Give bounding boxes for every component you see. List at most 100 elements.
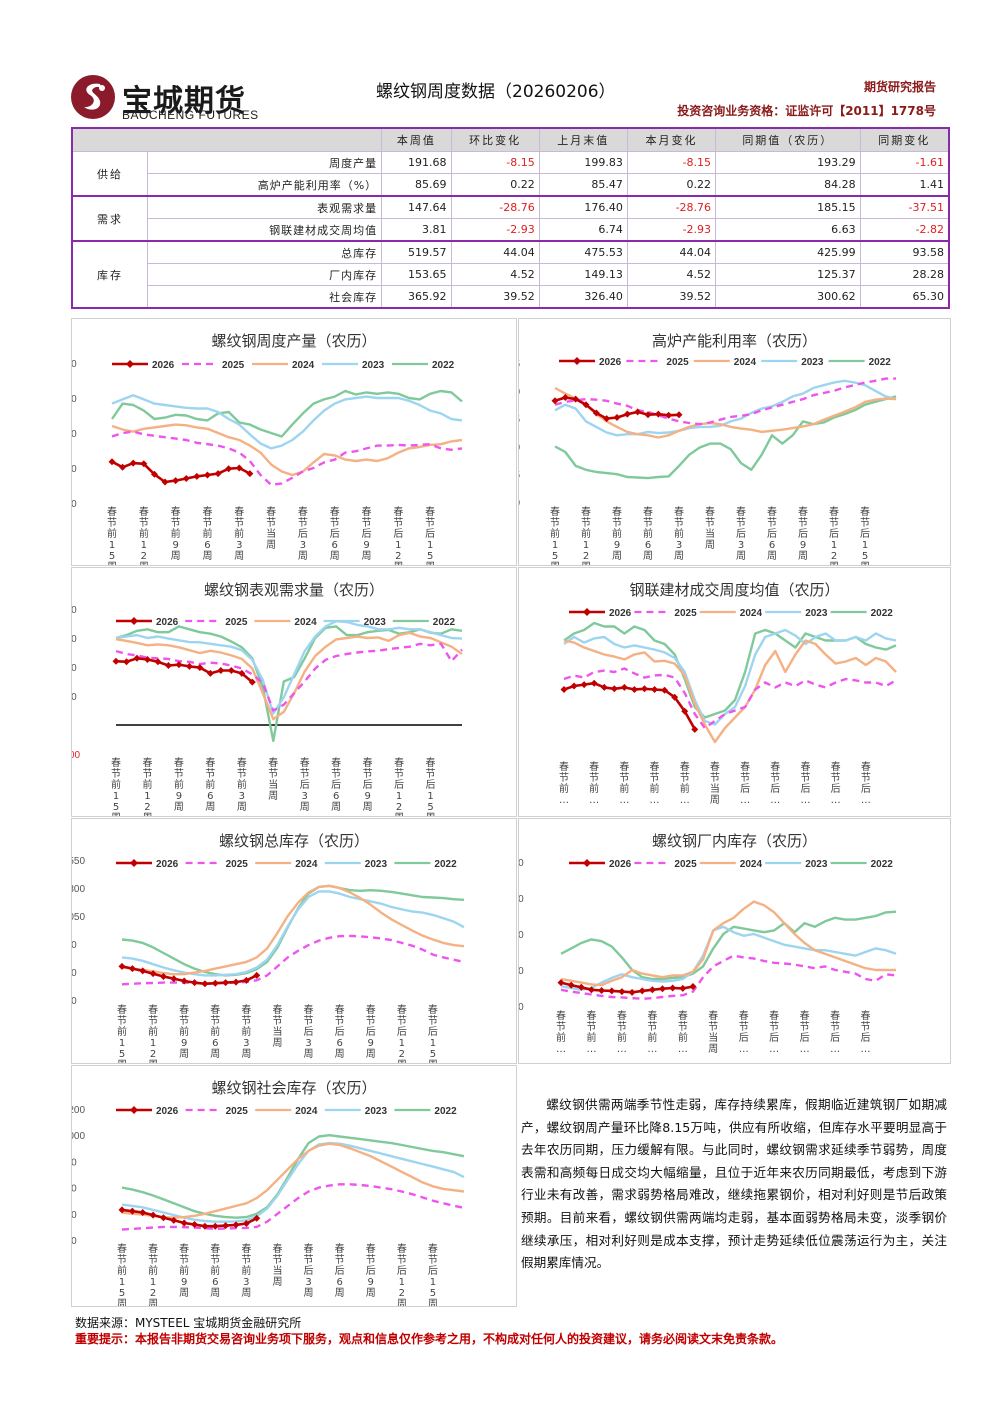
chart-title: 螺纹钢社会库存（农历） [211, 1079, 376, 1097]
y-tick-label: 95 [519, 359, 521, 370]
data-point-2026 [600, 683, 608, 691]
data-point-2026 [691, 725, 699, 733]
chart-trade-volume: 钢联建材成交周度均值（农历） 2026 2025 2024 2023 2022 20 15 10… [519, 581, 897, 806]
x-tick-text: 春节前 9 周 [171, 506, 181, 562]
legend-item: 2025 [185, 617, 248, 628]
legend-label: 2026 [609, 608, 632, 619]
y-tick-label: 550 [72, 968, 77, 979]
data-point-2026 [253, 971, 261, 979]
legend-item: 2026 [116, 617, 179, 628]
y-tick-label: 10 [519, 682, 520, 693]
x-tick-label: 春节前 6 周 [202, 506, 212, 562]
x-tick-label: 春节前… [619, 761, 629, 806]
data-point-2026 [149, 1211, 157, 1219]
value-cell: 149.13 [538, 263, 628, 286]
legend-label: 2024 [740, 859, 763, 870]
data-point-2026 [227, 666, 235, 674]
table-header-row: 本周值 环比变化 上月末值 本月变化 同期值（农历） 同期变化 [71, 127, 950, 152]
x-tick-text: 春节后… [800, 761, 810, 806]
data-point-2026 [689, 983, 697, 991]
series-line-2023 [554, 379, 897, 437]
x-tick-label: 春节后 9 周 [362, 506, 372, 562]
data-point-2026 [214, 470, 222, 478]
x-tick-label: 春节前 9 周 [171, 506, 181, 562]
value-cell: 519.57 [381, 240, 452, 264]
item-cell: 钢联建材成交周均值 [146, 218, 383, 242]
data-point-2026 [248, 678, 256, 686]
legend-marker [126, 360, 134, 368]
data-point-2026 [610, 685, 618, 693]
data-point-2026 [180, 1219, 188, 1227]
x-tick-label: 春节后… [831, 761, 841, 806]
data-point-2026 [590, 679, 598, 687]
series-line-2025 [111, 430, 463, 487]
value-cell: 85.69 [381, 173, 452, 197]
data-point-2026 [159, 1214, 167, 1222]
y-tick-label: 800 [72, 1157, 77, 1168]
data-point-2026 [164, 662, 172, 670]
market-commentary: 螺纹钢供需两端季节性走弱，库存持续累库，假期临近建筑钢厂如期减产，螺纹钢周产量环… [521, 1097, 947, 1271]
x-tick-label: 春节当周 [705, 506, 715, 551]
series-line-2024 [115, 631, 463, 721]
data-point-2026 [232, 1221, 240, 1229]
x-tick-text: 春节后 3 周 [304, 1004, 314, 1060]
x-tick-text: 春节前… [650, 761, 660, 806]
y-tick-label: 300 [72, 394, 77, 405]
x-tick-text: 春节前 3 周 [241, 1243, 251, 1299]
legend-marker [583, 608, 591, 616]
value-cell: 0.22 [450, 173, 540, 197]
x-tick-label: 春节后 6 周 [335, 1243, 345, 1299]
summary-table-body: 供给 周度产量 191.68 -8.15 199.83 -8.15 193.29 -1.61 高… [71, 151, 950, 309]
data-point-2026 [159, 972, 167, 980]
data-point-2026 [170, 975, 178, 983]
data-point-2026 [580, 681, 588, 689]
value-cell: 1.41 [859, 173, 950, 197]
series-line-2023 [111, 393, 463, 450]
x-tick-text: 春节后 3 周 [298, 506, 308, 562]
x-tick-text: 春节后… [861, 1010, 871, 1055]
value-cell: 39.52 [450, 285, 540, 309]
legend-item: 2024 [693, 357, 756, 368]
legend-label: 2025 [222, 360, 245, 371]
legend-label: 2024 [740, 608, 763, 619]
x-tick-text: 春节后… [831, 761, 841, 806]
x-tick-text: 春节后 9 周 [366, 1004, 376, 1060]
x-tick-text: 春节后 6 周 [767, 506, 777, 562]
data-point-2026 [603, 415, 611, 423]
legend-item: 2026 [569, 859, 632, 870]
x-tick-text: 春节当周 [710, 761, 720, 806]
x-tick-label: 春节前… [556, 1010, 566, 1055]
data-point-2026 [154, 658, 162, 666]
data-point-2026 [193, 472, 201, 480]
x-tick-text: 春节当周 [268, 757, 278, 802]
x-tick-label: 春节后 9 周 [363, 757, 373, 813]
value-cell: 147.64 [381, 195, 452, 219]
data-point-2026 [196, 664, 204, 672]
legend-item: 2022 [394, 859, 457, 870]
legend-label: 2023 [362, 360, 385, 371]
company-logo: 宝城期货 BAOCHENG FUTURES [70, 74, 284, 122]
legend-label: 2024 [294, 617, 317, 628]
x-tick-text: 春节后 9 周 [798, 506, 808, 562]
x-tick-label: 春节前… [617, 1010, 627, 1055]
legend-item: 2026 [559, 357, 622, 368]
legend-item: 2024 [255, 859, 318, 870]
legend-label: 2022 [871, 859, 894, 870]
value-cell: 326.40 [538, 285, 628, 309]
legend-label: 2023 [365, 1106, 388, 1117]
legend-item: 2024 [254, 617, 317, 628]
series-line-2025 [563, 667, 897, 730]
table-row: 厂内库存 153.65 4.52 149.13 4.52 125.37 28.28 [72, 263, 950, 286]
value-cell: 65.30 [859, 285, 950, 309]
chart-blast-furnace-utilization: 高炉产能利用率（农历） 2026 2025 2024 2023 2022 95 90 85 80 7… [519, 332, 897, 565]
legend-label: 2026 [156, 859, 179, 870]
license-line: 投资咨询业务资格：证监许可【2011】1778号 [677, 104, 936, 118]
x-tick-label: 春节后… [830, 1010, 840, 1055]
data-point-2026 [149, 970, 157, 978]
x-tick-label: 春节前 9 周 [179, 1004, 189, 1060]
data-point-2026 [628, 988, 636, 996]
chart-panel-trade-volume: 钢联建材成交周度均值（农历） 2026 2025 2024 2023 2022 20 15 10… [518, 567, 951, 817]
